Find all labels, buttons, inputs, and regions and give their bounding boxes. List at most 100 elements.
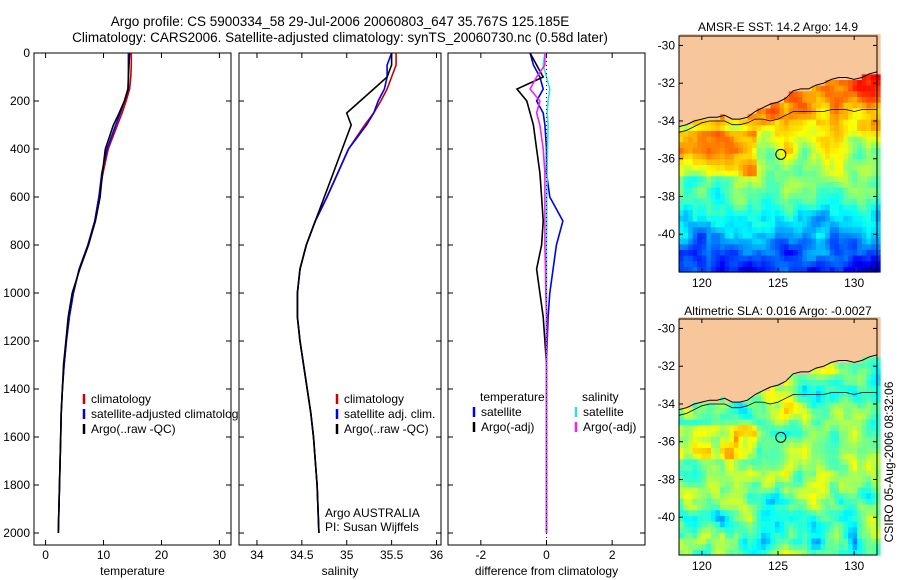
map-field-cell (806, 481, 813, 488)
map-field-cell (697, 521, 703, 528)
map-field-cell (870, 436, 877, 443)
map-field-cell (848, 317, 854, 324)
map-field-cell (715, 538, 721, 545)
map-field-cell (688, 249, 694, 256)
map-field-cell (715, 407, 721, 414)
map-field-cell (843, 249, 849, 256)
map-field-cell (710, 396, 717, 403)
map-field-cell (866, 498, 872, 505)
map-field-cell (747, 441, 753, 448)
map-field-cell (683, 362, 689, 369)
map-field-cell (701, 238, 708, 245)
map-field-cell (834, 317, 840, 324)
map-field-cell (774, 170, 781, 177)
map-field-cell (724, 521, 730, 528)
map-field-cell (806, 430, 813, 437)
map-field-cell (738, 68, 744, 75)
map-field-cell (802, 351, 808, 358)
map-field-cell (870, 170, 877, 177)
coastline (678, 354, 878, 411)
map-field-cell (715, 56, 721, 64)
map-field-cell (861, 79, 867, 86)
map-field-cell (784, 107, 790, 114)
map-field-cell (770, 192, 776, 199)
map-field-cell (720, 430, 726, 437)
map-field-cell (738, 492, 744, 499)
map-field-cell (701, 198, 708, 205)
map-field-cell (816, 436, 822, 443)
map-field-cell (834, 85, 840, 92)
map-field-cell (861, 407, 867, 414)
map-field-cell (861, 532, 867, 539)
map-field-cell (788, 538, 794, 545)
map-field-cell (852, 470, 858, 477)
map-field-cell (774, 107, 781, 114)
map-field-cell (697, 226, 703, 233)
map-field-cell (875, 470, 881, 477)
map-field-cell (834, 413, 840, 420)
map-field-cell (834, 509, 840, 516)
map-field-cell (683, 181, 689, 188)
map-field-cell (779, 79, 785, 86)
map-field-cell (706, 164, 712, 171)
map-field-cell (774, 413, 781, 420)
map-field-cell (875, 192, 881, 199)
map-field-cell (774, 62, 781, 69)
map-field-cell (861, 85, 867, 92)
map-field-cell (829, 39, 835, 47)
map-field-cell (834, 209, 840, 216)
map-field-cell (774, 45, 781, 52)
map-field-cell (765, 39, 771, 47)
map-field-cell (784, 181, 790, 188)
map-field-cell (761, 238, 767, 245)
map-field-cell (724, 221, 730, 228)
map-field-cell (870, 396, 877, 403)
map-field-cell (774, 509, 781, 516)
map-field-cell (816, 85, 822, 92)
map-field-cell (793, 107, 799, 114)
map-field-cell (729, 68, 735, 75)
map-field-cell (834, 419, 840, 426)
map-field-cell (770, 39, 776, 47)
map-field-cell (688, 521, 694, 528)
map-field-cell (738, 407, 744, 414)
map-field-cell (756, 85, 762, 92)
map-field-cell (729, 45, 735, 52)
map-field-cell (710, 113, 717, 120)
map-field-cell (697, 436, 703, 443)
map-field-cell (747, 260, 753, 267)
map-field-cell (825, 532, 831, 539)
map-field-cell (843, 102, 849, 109)
map-field-cell (829, 68, 835, 75)
map-field-cell (679, 424, 685, 431)
map-field-cell (774, 470, 781, 477)
map-field-cell (848, 436, 854, 443)
map-field-cell (692, 102, 698, 109)
map-field-cell (692, 526, 698, 533)
map-field-cell (724, 317, 730, 324)
map-field-cell (770, 209, 776, 216)
map-field-cell (875, 198, 881, 205)
map-field-cell (747, 447, 753, 454)
map-field-cell (683, 260, 689, 267)
map-field-cell (866, 130, 872, 137)
map-field-cell (697, 238, 703, 245)
map-field-cell (697, 328, 703, 335)
map-field-cell (829, 492, 835, 499)
map-field-cell (679, 407, 685, 414)
map-field-cell (774, 68, 781, 75)
map-field-cell (710, 198, 717, 205)
map-field-cell (770, 339, 776, 347)
map-field-cell (806, 322, 813, 330)
map-field-cell (861, 487, 867, 494)
map-field-cell (802, 124, 808, 131)
map-field-cell (811, 85, 817, 92)
map-field-cell (843, 90, 849, 98)
map-field-cell (834, 62, 840, 69)
map-field-cell (770, 509, 776, 516)
map-field-cell (852, 39, 858, 47)
map-field-cell (729, 226, 735, 233)
map-field-cell (679, 351, 685, 358)
map-field-cell (742, 243, 749, 250)
map-field-cell (752, 255, 758, 262)
